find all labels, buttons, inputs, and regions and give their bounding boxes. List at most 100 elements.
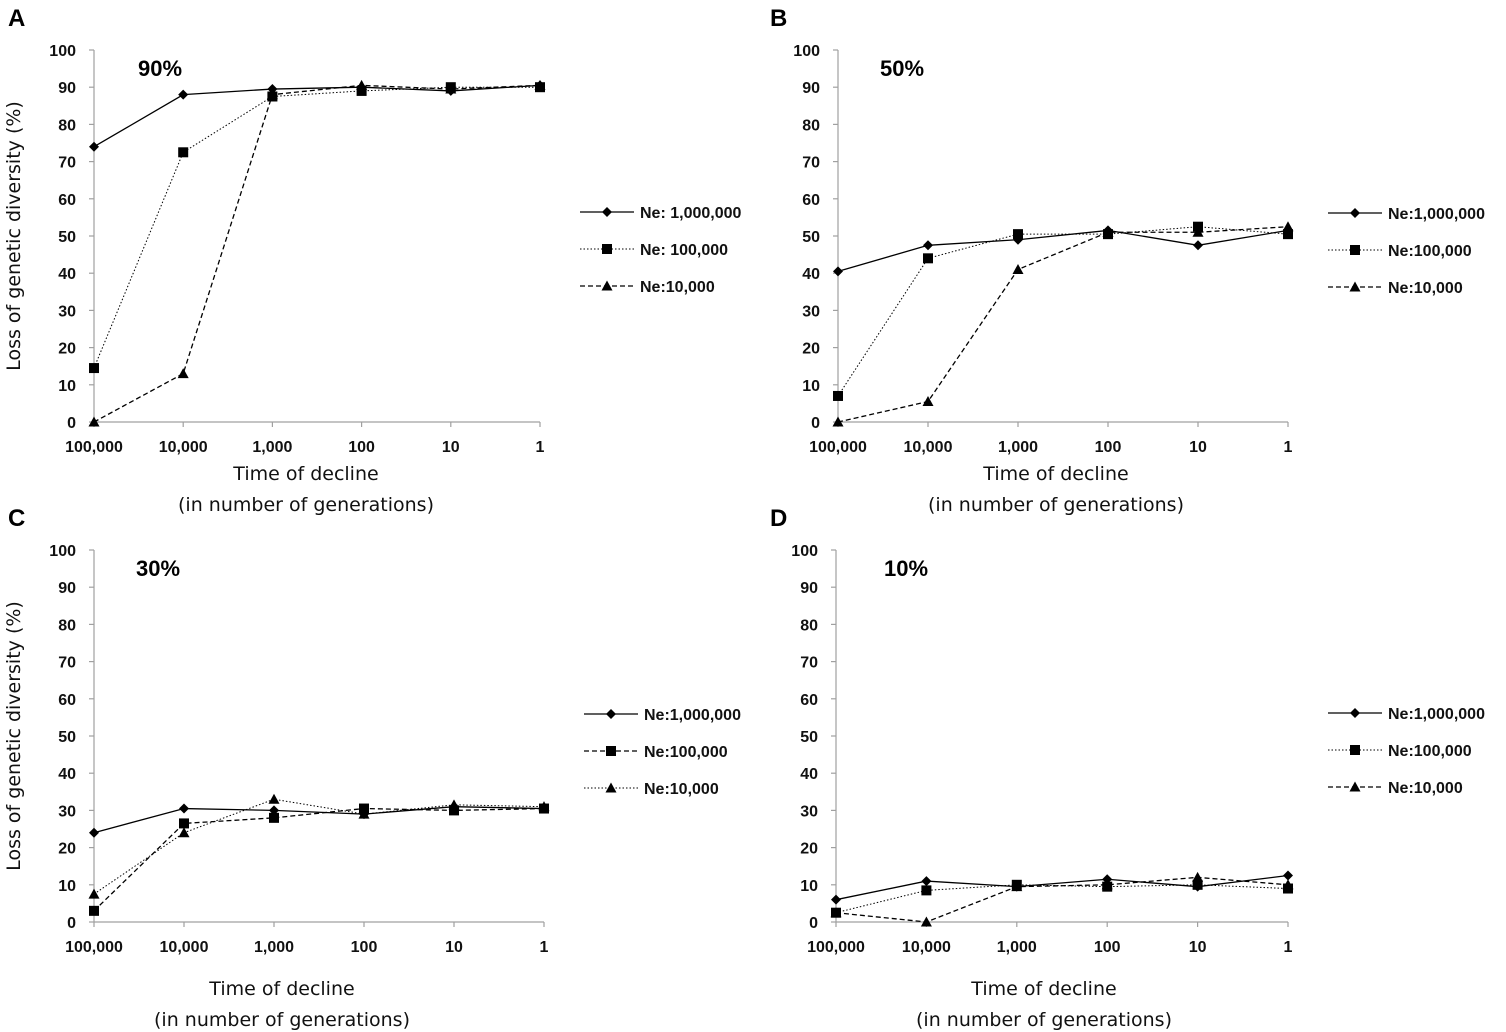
x-tick-label: 10,000 xyxy=(904,439,953,456)
series-line xyxy=(93,86,540,369)
x-tick-label: 10,000 xyxy=(160,939,209,956)
data-point xyxy=(1193,240,1203,251)
x-tick-label: 100 xyxy=(351,939,378,956)
data-point xyxy=(1282,221,1294,232)
data-point xyxy=(923,253,933,264)
data-point xyxy=(920,916,932,927)
legend-item: Ne:1,000,000 xyxy=(584,707,741,724)
data-point xyxy=(89,827,99,838)
series-line xyxy=(837,229,1289,272)
y-tick-label: 80 xyxy=(58,617,76,634)
legend-marker xyxy=(605,782,617,793)
x-axis-subtitle: (in number of generations) xyxy=(178,494,434,516)
y-tick-label: 20 xyxy=(58,841,76,858)
data-point xyxy=(268,793,280,804)
chart-panel-d: D 0 10 20 30 40 50 60 70 80 90 100 100,000 10,000 1,00… xyxy=(770,505,1485,1031)
panel-letter: B xyxy=(770,5,787,32)
y-tick-label: 80 xyxy=(802,117,820,134)
x-tick-label: 10 xyxy=(1189,939,1207,956)
x-tick-label: 1 xyxy=(536,439,545,456)
y-tick-label: 100 xyxy=(791,543,818,560)
series-line xyxy=(837,226,1289,423)
x-axis-subtitle: (in number of generations) xyxy=(154,1009,410,1031)
x-tick-label: 100 xyxy=(348,439,375,456)
y-tick-label: 10 xyxy=(58,378,76,395)
legend-label: Ne:100,000 xyxy=(644,744,728,761)
y-tick-label: 20 xyxy=(800,841,818,858)
series-line xyxy=(93,807,545,912)
legend-marker xyxy=(606,746,616,756)
y-tick-label: 40 xyxy=(58,266,76,283)
data-point xyxy=(1012,263,1024,274)
data-point xyxy=(1192,879,1203,890)
data-point xyxy=(178,827,190,838)
x-tick-label: 1,000 xyxy=(254,939,294,956)
data-point xyxy=(921,876,932,887)
series-line xyxy=(837,226,1289,397)
y-tick-label: 60 xyxy=(58,192,76,209)
data-point xyxy=(833,390,843,401)
legend-marker xyxy=(1350,745,1360,755)
legend-marker xyxy=(1349,781,1361,792)
data-point xyxy=(1011,881,1023,892)
series-diamond xyxy=(89,80,545,152)
x-tick-label: 1 xyxy=(1284,439,1293,456)
data-point xyxy=(88,888,100,899)
legend-item: Ne:1,000,000 xyxy=(1328,206,1485,223)
series-line xyxy=(93,84,541,423)
chart-panel-b: B 0 10 20 30 40 50 60 70 80 90 100 100,000 10,000 1,00… xyxy=(770,5,1485,516)
y-tick-label: 30 xyxy=(58,303,76,320)
series-diamond xyxy=(831,870,1293,905)
data-point xyxy=(1283,229,1293,240)
legend-item: Ne:10,000 xyxy=(1328,780,1463,797)
y-tick-label: 70 xyxy=(58,155,76,172)
legend-marker xyxy=(1350,245,1360,255)
y-tick-label: 90 xyxy=(800,580,818,597)
y-tick-label: 50 xyxy=(800,729,818,746)
y-tick-label: 30 xyxy=(58,803,76,820)
y-tick-label: 30 xyxy=(800,803,818,820)
data-point xyxy=(534,79,546,90)
legend-marker xyxy=(1350,208,1360,218)
x-axis-title: Time of decline xyxy=(232,463,378,485)
legend-item: Ne:100,000 xyxy=(1328,743,1472,760)
legend-label: Ne:10,000 xyxy=(644,781,719,798)
data-point xyxy=(1283,870,1293,881)
data-point xyxy=(1193,221,1203,232)
legend-label: Ne:1,000,000 xyxy=(1388,706,1485,723)
legend-item: Ne:100,000 xyxy=(584,744,728,761)
y-tick-label: 70 xyxy=(800,655,818,672)
y-tick-label: 0 xyxy=(67,415,76,432)
x-tick-label: 100,000 xyxy=(807,939,865,956)
y-tick-label: 30 xyxy=(802,303,820,320)
data-point xyxy=(831,894,841,905)
y-tick-label: 90 xyxy=(58,80,76,97)
legend-label: Ne:1,000,000 xyxy=(644,707,741,724)
series-triangle xyxy=(832,221,1294,427)
data-point xyxy=(359,803,369,814)
legend-item: Ne:1,000,000 xyxy=(1328,706,1485,723)
data-point xyxy=(923,240,933,251)
x-tick-label: 1 xyxy=(1284,939,1293,956)
legend-item: Ne:100,000 xyxy=(1328,243,1472,260)
legend-item: Ne:10,000 xyxy=(584,781,719,798)
y-tick-label: 60 xyxy=(800,692,818,709)
data-point xyxy=(833,266,843,277)
y-tick-label: 40 xyxy=(802,266,820,283)
x-axis-title: Time of decline xyxy=(982,463,1128,485)
series-triangle xyxy=(830,871,1294,927)
y-tick-label: 90 xyxy=(802,80,820,97)
panel-letter: A xyxy=(8,5,25,32)
y-tick-label: 10 xyxy=(802,378,820,395)
data-point xyxy=(177,368,189,379)
x-tick-label: 10 xyxy=(442,439,460,456)
data-point xyxy=(448,799,460,810)
data-point xyxy=(88,416,100,427)
y-tick-label: 80 xyxy=(800,617,818,634)
data-point xyxy=(445,83,457,94)
legend-item: Ne: 100,000 xyxy=(580,242,728,259)
data-point xyxy=(179,818,189,829)
data-point xyxy=(1282,879,1294,890)
data-point xyxy=(178,147,189,158)
